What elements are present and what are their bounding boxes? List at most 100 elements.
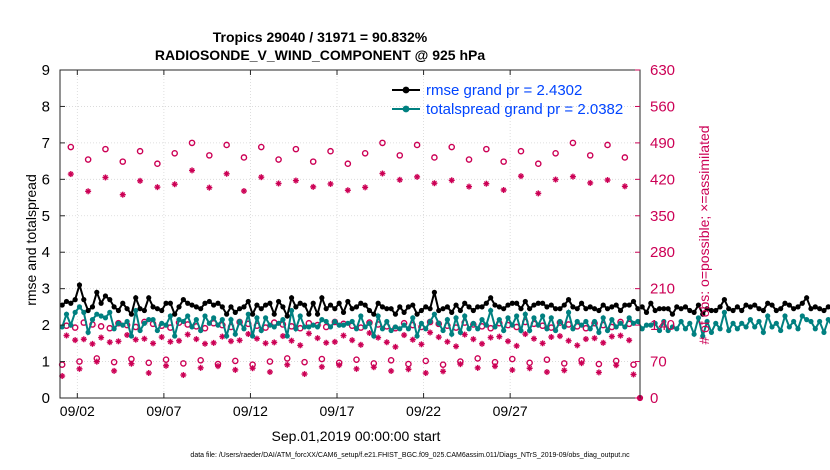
obs-assim-stroke bbox=[379, 170, 385, 177]
totalspread-point bbox=[193, 317, 199, 323]
rmse-point bbox=[604, 306, 611, 312]
obs-assim-stroke bbox=[133, 337, 139, 343]
rmse-point bbox=[163, 300, 169, 306]
obs-assim-stroke bbox=[332, 339, 338, 345]
obs-assimilated-marker bbox=[305, 330, 312, 337]
y-tick-label-right: 0 bbox=[650, 390, 658, 407]
totalspread-point bbox=[172, 333, 178, 339]
obs-assimilated-marker bbox=[565, 337, 572, 344]
rmse-point bbox=[336, 300, 342, 306]
totalspread-point bbox=[682, 326, 689, 332]
totalspread-point bbox=[665, 327, 671, 334]
obs-assimilated-marker bbox=[154, 184, 161, 191]
obs-possible-marker bbox=[223, 141, 230, 149]
obs-assim-stroke bbox=[483, 181, 489, 187]
obs-assimilated-marker bbox=[561, 367, 568, 374]
obs-assimilated-marker bbox=[236, 337, 243, 344]
rmse-point bbox=[397, 304, 403, 310]
obs-assim-stroke bbox=[206, 185, 212, 191]
obs-assim-stroke bbox=[505, 338, 511, 344]
rmse-point bbox=[176, 304, 182, 310]
totalspread-point bbox=[825, 317, 830, 323]
rmse-point bbox=[440, 306, 446, 312]
totalspread-point bbox=[808, 318, 814, 325]
obs-assim-stroke bbox=[250, 365, 256, 371]
obs-assimilated-marker bbox=[470, 336, 477, 343]
obs-assim-stroke bbox=[609, 333, 615, 340]
obs-assimilated-marker bbox=[362, 184, 369, 191]
obs-assimilated-marker bbox=[223, 170, 230, 177]
rmse-point bbox=[669, 311, 676, 317]
obs-assim-stroke bbox=[617, 333, 624, 339]
obs-assim-stroke bbox=[431, 180, 437, 186]
obs-assimilated-marker bbox=[349, 337, 356, 344]
totalspread-point bbox=[241, 326, 247, 332]
obs-assim-stroke bbox=[501, 187, 507, 193]
obs-possible-marker bbox=[500, 158, 507, 165]
obs-assimilated-marker bbox=[141, 335, 148, 342]
rmse-point bbox=[193, 304, 199, 310]
totalspread-point bbox=[85, 329, 91, 335]
rmse-point bbox=[267, 300, 273, 306]
obs-possible-marker bbox=[97, 323, 105, 330]
totalspread-point bbox=[544, 326, 550, 332]
obs-assimilated-marker bbox=[115, 338, 122, 345]
totalspread-point bbox=[137, 327, 143, 334]
chart-title-line1: Tropics 29040 / 31971 = 90.832% bbox=[213, 29, 428, 45]
obs-assim-stroke bbox=[405, 366, 411, 372]
obs-assimilated-marker bbox=[266, 368, 273, 375]
obs-assim-stroke bbox=[540, 340, 546, 346]
y-tick-label-right: 490 bbox=[650, 135, 675, 152]
totalspread-point bbox=[574, 318, 580, 325]
totalspread-point bbox=[488, 307, 494, 314]
rmse-point bbox=[128, 311, 135, 317]
rmse-point bbox=[418, 307, 425, 314]
obs-assim-stroke bbox=[323, 340, 329, 346]
totalspread-point bbox=[89, 317, 96, 323]
y-tick-label-right: 140 bbox=[650, 317, 675, 334]
rmse-point bbox=[241, 304, 247, 310]
obs-assim-stroke bbox=[583, 336, 589, 342]
obs-assim-stroke bbox=[180, 372, 186, 378]
rmse-point bbox=[639, 304, 645, 310]
rmse-point bbox=[150, 304, 156, 310]
totalspread-point bbox=[747, 317, 753, 323]
obs-assimilated-marker bbox=[396, 176, 403, 183]
totalspread-point bbox=[224, 333, 230, 339]
rmse-point bbox=[583, 306, 589, 312]
totalspread-point bbox=[548, 315, 554, 321]
totalspread-point bbox=[643, 322, 650, 328]
obs-assimilated-marker bbox=[288, 337, 295, 344]
totalspread-point bbox=[678, 318, 684, 325]
rmse-point bbox=[202, 300, 208, 306]
totalspread-point bbox=[336, 322, 342, 328]
rmse-point bbox=[760, 307, 766, 314]
obs-assimilated-marker bbox=[128, 360, 135, 367]
rmse-point bbox=[327, 302, 334, 308]
totalspread-point bbox=[791, 318, 797, 325]
obs-assimilated-marker bbox=[418, 341, 425, 348]
obs-assimilated-marker bbox=[517, 173, 524, 180]
obs-assimilated-marker bbox=[530, 335, 537, 342]
rmse-point bbox=[146, 295, 152, 301]
totalspread-point bbox=[475, 326, 481, 332]
totalspread-point bbox=[817, 318, 823, 325]
obs-assim-stroke bbox=[345, 187, 351, 193]
rmse-point bbox=[115, 307, 122, 314]
totalspread-point bbox=[587, 326, 593, 332]
obs-assim-stroke bbox=[245, 331, 251, 337]
totalspread-point bbox=[349, 318, 355, 325]
rmse-point bbox=[423, 304, 429, 310]
obs-possible-marker bbox=[344, 160, 352, 168]
totalspread-point bbox=[301, 324, 308, 330]
totalspread-point bbox=[462, 313, 468, 319]
totalspread-point bbox=[795, 326, 801, 332]
obs-assim-stroke bbox=[228, 338, 234, 344]
rmse-point bbox=[535, 300, 541, 306]
rmse-point bbox=[721, 297, 728, 303]
obs-possible-marker bbox=[240, 154, 248, 161]
y-tick-label-right: 560 bbox=[650, 98, 675, 115]
totalspread-point bbox=[596, 329, 602, 335]
rmse-point bbox=[185, 300, 191, 306]
rmse-point bbox=[431, 289, 438, 295]
